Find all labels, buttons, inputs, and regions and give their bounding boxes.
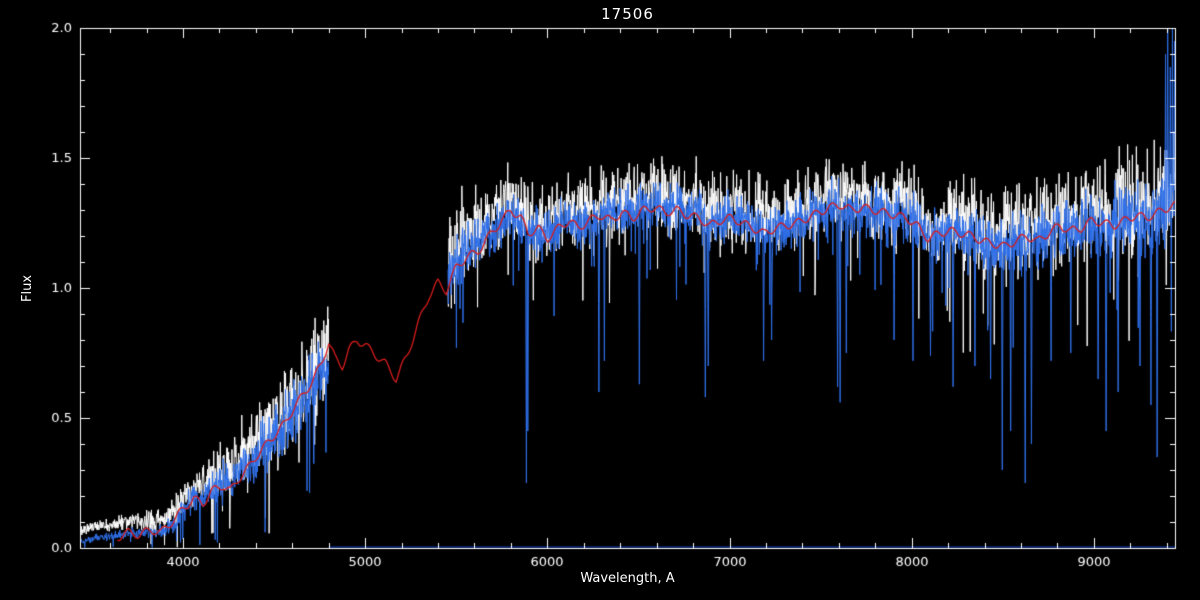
x-axis-label: Wavelength, A bbox=[580, 571, 675, 586]
y-axis-label: Flux bbox=[20, 274, 35, 302]
plot-title: 17506 bbox=[601, 5, 654, 23]
